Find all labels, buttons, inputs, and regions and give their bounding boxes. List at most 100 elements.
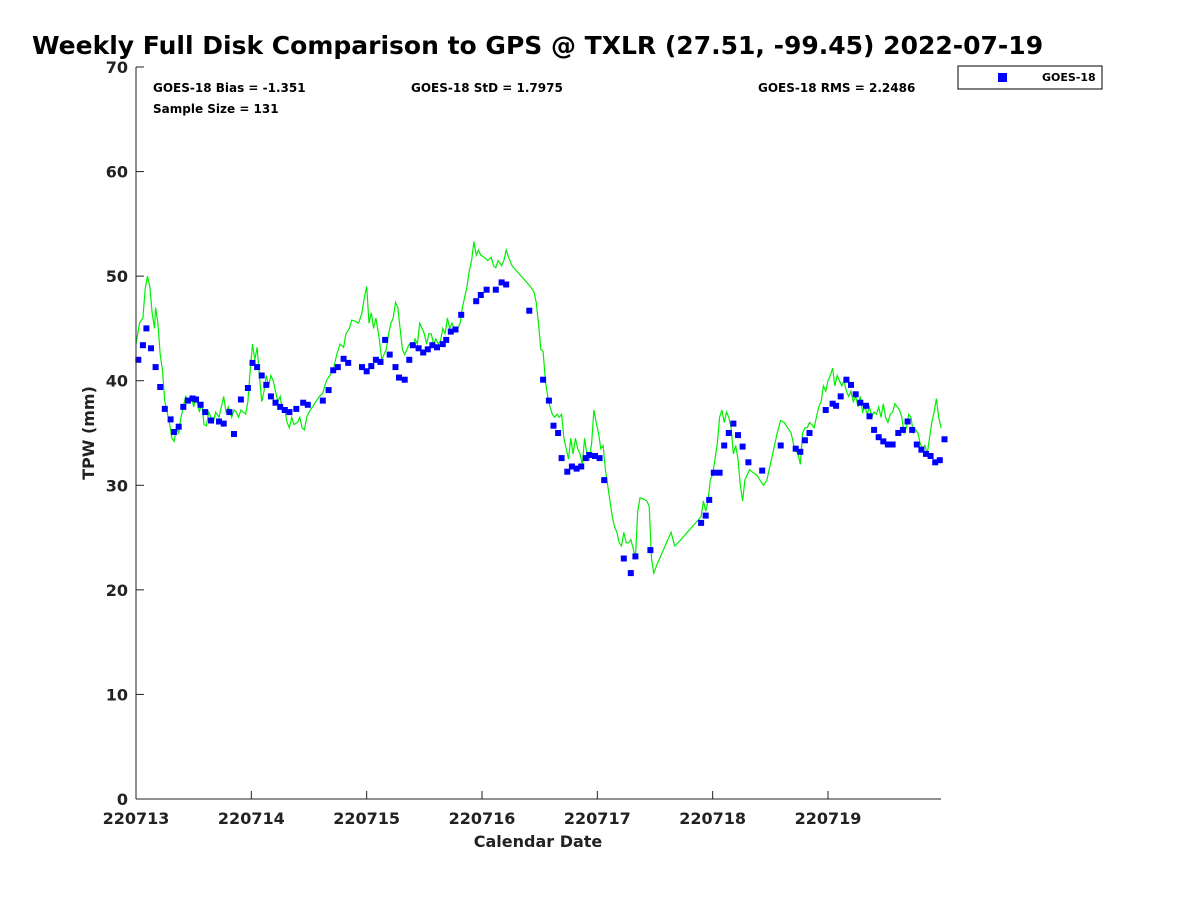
- data-point: [498, 279, 505, 286]
- data-point: [777, 442, 784, 449]
- data-point: [492, 286, 499, 293]
- data-point: [627, 570, 634, 577]
- data-point: [293, 405, 300, 412]
- data-point: [434, 344, 440, 351]
- data-point: [866, 413, 873, 420]
- data-point: [254, 364, 261, 371]
- data-point: [875, 434, 882, 441]
- data-point: [503, 281, 510, 288]
- gps-line-series: [135, 241, 942, 576]
- data-point: [716, 469, 723, 476]
- data-point: [345, 359, 352, 366]
- data-point: [197, 401, 204, 408]
- data-point: [334, 364, 341, 371]
- data-point: [202, 409, 209, 416]
- data-point: [267, 393, 274, 400]
- data-point: [473, 298, 480, 305]
- data-point: [415, 345, 422, 352]
- data-point: [396, 374, 402, 381]
- y-tick-label: 50: [106, 267, 128, 286]
- data-point: [698, 519, 705, 526]
- data-point: [822, 407, 829, 413]
- y-tick-label: 0: [117, 790, 128, 809]
- x-tick-label: 220716: [449, 809, 516, 828]
- data-point: [272, 399, 279, 406]
- data-point: [555, 430, 562, 436]
- y-tick-label: 30: [106, 476, 128, 495]
- data-point: [941, 436, 948, 443]
- data-point: [300, 399, 307, 406]
- data-point: [745, 459, 752, 466]
- legend: GOES-18: [957, 65, 1103, 90]
- data-point: [148, 345, 154, 352]
- data-point: [175, 423, 182, 430]
- data-point: [152, 364, 159, 371]
- y-tick-label: 70: [106, 58, 128, 77]
- data-point: [424, 346, 431, 353]
- data-point: [558, 455, 565, 462]
- y-tick-label: 20: [106, 581, 128, 600]
- data-point: [237, 396, 244, 403]
- data-point: [848, 381, 854, 388]
- stat-sample-size: Sample Size = 131: [153, 102, 279, 116]
- goes18-scatter-series: [135, 279, 948, 577]
- data-point: [167, 416, 174, 423]
- x-tick-label: 220715: [333, 809, 400, 828]
- x-tick-label: 220714: [218, 809, 285, 828]
- data-point: [721, 442, 728, 449]
- data-point: [458, 311, 465, 318]
- data-point: [193, 396, 199, 403]
- stat-bias: GOES-18 Bias = -1.351: [153, 81, 306, 95]
- data-point: [208, 417, 214, 424]
- data-point: [143, 325, 150, 332]
- x-ticks: 220713 220714 220715 220716 220717 220718 2207…: [103, 791, 861, 828]
- data-point: [797, 448, 804, 455]
- data-point: [739, 443, 746, 450]
- data-point: [171, 429, 178, 435]
- data-point: [927, 453, 934, 459]
- data-point: [596, 455, 603, 462]
- data-point: [135, 356, 142, 363]
- data-point: [420, 349, 427, 356]
- data-point: [889, 441, 896, 448]
- legend-label-goes18: GOES-18: [1042, 71, 1096, 84]
- data-point: [429, 342, 436, 349]
- data-point: [372, 356, 379, 363]
- data-point: [735, 432, 741, 439]
- data-point: [871, 426, 878, 433]
- data-point: [477, 292, 484, 298]
- data-point: [545, 397, 552, 404]
- data-point: [702, 512, 709, 519]
- data-point: [386, 351, 393, 358]
- legend-marker-goes18: [998, 73, 1007, 82]
- y-tick-label: 60: [106, 163, 128, 182]
- data-point: [409, 342, 416, 349]
- stat-std: GOES-18 StD = 1.7975: [411, 81, 563, 95]
- data-point: [439, 341, 446, 348]
- data-point: [573, 465, 580, 472]
- data-point: [157, 384, 164, 390]
- data-point: [382, 336, 389, 343]
- data-point: [226, 409, 233, 416]
- data-point: [377, 358, 384, 365]
- data-point: [304, 401, 311, 408]
- x-tick-label: 220717: [564, 809, 631, 828]
- data-point: [586, 452, 593, 458]
- data-point: [904, 418, 911, 425]
- data-point: [932, 459, 939, 466]
- data-point: [216, 418, 222, 425]
- data-point: [550, 422, 557, 429]
- data-point: [913, 441, 920, 448]
- data-point: [801, 437, 808, 444]
- chart-title: Weekly Full Disk Comparison to GPS @ TXL…: [32, 31, 1043, 60]
- data-point: [401, 376, 408, 383]
- stat-rms: GOES-18 RMS = 2.2486: [758, 81, 915, 95]
- data-point: [286, 409, 293, 416]
- data-point: [406, 356, 413, 363]
- data-point: [263, 381, 270, 388]
- data-point: [620, 555, 627, 562]
- x-axis-label: Calendar Date: [474, 832, 603, 851]
- data-point: [281, 407, 288, 413]
- y-tick-label: 10: [106, 685, 128, 704]
- data-point: [837, 393, 844, 400]
